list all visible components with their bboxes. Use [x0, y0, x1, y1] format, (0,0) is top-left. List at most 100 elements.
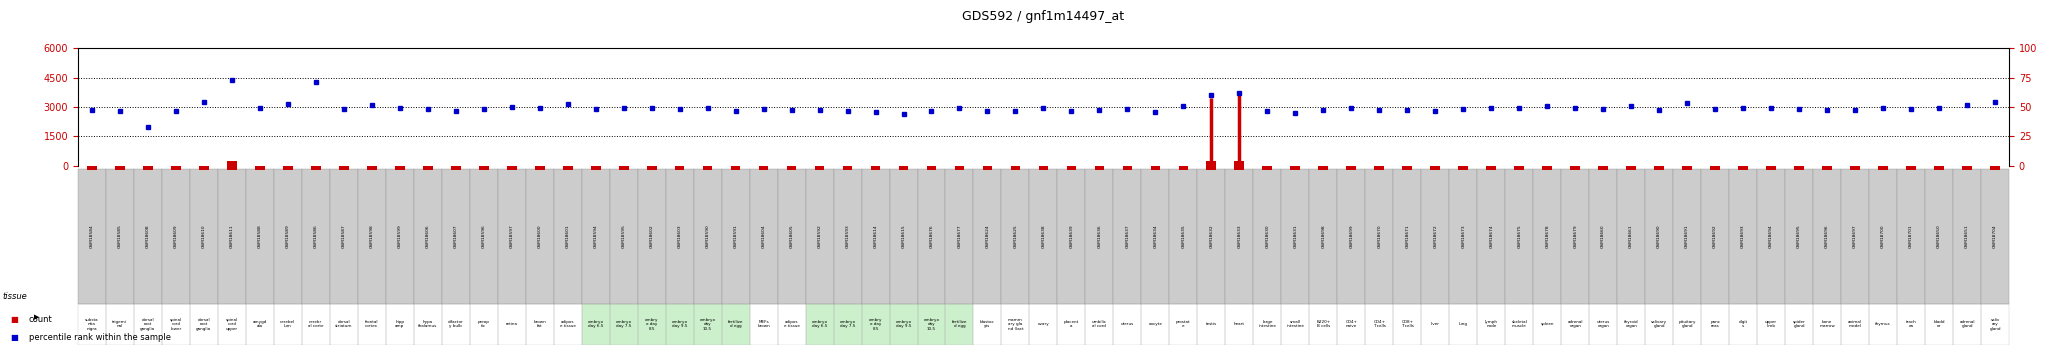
Text: CD4+
naive: CD4+ naive	[1346, 320, 1358, 328]
Text: GSM18676: GSM18676	[930, 225, 934, 248]
Text: GSM18639: GSM18639	[1069, 225, 1073, 248]
Text: GSM18632: GSM18632	[1210, 225, 1212, 248]
Text: GSM18660: GSM18660	[1602, 225, 1606, 248]
Text: embryo
day 9.5: embryo day 9.5	[672, 320, 688, 328]
Text: GSM18625: GSM18625	[1014, 225, 1018, 248]
Text: GSM18673: GSM18673	[1462, 225, 1464, 248]
Text: GSM18591: GSM18591	[733, 225, 737, 248]
Text: GSM18692: GSM18692	[1714, 225, 1716, 248]
Text: GSM18614: GSM18614	[874, 225, 877, 248]
Text: GSM18597: GSM18597	[510, 225, 514, 248]
Text: GSM18634: GSM18634	[1153, 225, 1157, 248]
Text: GSM18595: GSM18595	[623, 224, 625, 248]
Text: GSM18695: GSM18695	[1798, 225, 1800, 248]
Text: umbilic
al cord: umbilic al cord	[1092, 320, 1106, 328]
Text: pituitary
gland: pituitary gland	[1679, 320, 1696, 328]
Text: hipp
amp: hipp amp	[395, 320, 403, 328]
Text: uterus
organ: uterus organ	[1597, 320, 1610, 328]
Text: GSM18611: GSM18611	[229, 225, 233, 248]
Text: GSM18599: GSM18599	[397, 225, 401, 248]
Text: hypo
thalamus: hypo thalamus	[418, 320, 438, 328]
Text: tissue: tissue	[2, 292, 27, 301]
Text: GSM18698: GSM18698	[1321, 225, 1325, 248]
Text: ■: ■	[10, 315, 18, 324]
Text: ■: ■	[10, 333, 18, 342]
Text: dorsal
root
ganglia: dorsal root ganglia	[139, 318, 156, 331]
Text: count: count	[29, 315, 53, 324]
Text: thyroid
organ: thyroid organ	[1624, 320, 1638, 328]
Text: panc
reas: panc reas	[1710, 320, 1720, 328]
Text: mamm
ary gla
nd (lact: mamm ary gla nd (lact	[1008, 318, 1024, 331]
Text: ovary: ovary	[1038, 322, 1049, 326]
Text: CD4+
T cells: CD4+ T cells	[1372, 320, 1386, 328]
Text: GSM18675: GSM18675	[1518, 225, 1522, 248]
Text: GSM18602: GSM18602	[649, 225, 653, 248]
Text: GSM18704: GSM18704	[1993, 225, 1997, 248]
Text: uterus: uterus	[1120, 322, 1135, 326]
Text: trigemi
nal: trigemi nal	[113, 320, 127, 328]
Text: MEFs
brown: MEFs brown	[758, 320, 770, 328]
Text: GSM18691: GSM18691	[1686, 225, 1690, 248]
Text: GSM18700: GSM18700	[1882, 225, 1884, 248]
Text: embryo
day 6.5: embryo day 6.5	[811, 320, 827, 328]
Text: cerebel
lum: cerebel lum	[281, 320, 295, 328]
Text: prostat
e: prostat e	[1176, 320, 1190, 328]
Text: testis: testis	[1206, 322, 1217, 326]
Text: adrenal
organ: adrenal organ	[1567, 320, 1583, 328]
Text: adipos
e tissue: adipos e tissue	[559, 320, 575, 328]
Text: GSM18589: GSM18589	[287, 225, 289, 248]
Text: GSM18600: GSM18600	[539, 225, 541, 248]
Text: GSM18674: GSM18674	[1489, 225, 1493, 248]
Text: trach
ea: trach ea	[1907, 320, 1917, 328]
Text: GSM18635: GSM18635	[1182, 225, 1186, 248]
Text: embryo
day 7.5: embryo day 7.5	[840, 320, 856, 328]
Text: GSM18615: GSM18615	[901, 225, 905, 248]
Text: bladd
er: bladd er	[1933, 320, 1946, 328]
Text: skeletal
muscle: skeletal muscle	[1511, 320, 1528, 328]
Text: spinal
cord
lower: spinal cord lower	[170, 318, 182, 331]
Text: liver: liver	[1432, 322, 1440, 326]
Text: GSM18601: GSM18601	[565, 225, 569, 248]
Text: embryo
day 6.5: embryo day 6.5	[588, 320, 604, 328]
Text: embry
o day
8.5: embry o day 8.5	[645, 318, 657, 331]
Text: GSM18593: GSM18593	[846, 225, 850, 248]
Text: GSM18631: GSM18631	[1294, 225, 1296, 248]
Text: GSM18592: GSM18592	[817, 225, 821, 248]
Text: GSM18696: GSM18696	[1825, 225, 1829, 248]
Text: GSM18701: GSM18701	[1909, 225, 1913, 248]
Text: GSM18677: GSM18677	[958, 225, 961, 248]
Text: lung: lung	[1458, 322, 1468, 326]
Text: percentile rank within the sample: percentile rank within the sample	[29, 333, 170, 342]
Text: digit
s: digit s	[1739, 320, 1747, 328]
Text: GSM18672: GSM18672	[1434, 225, 1438, 248]
Text: embryo
day 7.5: embryo day 7.5	[616, 320, 631, 328]
Text: oocyte: oocyte	[1149, 322, 1163, 326]
Text: frontal
cortex: frontal cortex	[365, 320, 379, 328]
Text: GSM18609: GSM18609	[174, 225, 178, 248]
Text: amygd
ala: amygd ala	[252, 320, 266, 328]
Text: GSM18585: GSM18585	[119, 224, 121, 248]
Text: spleen: spleen	[1540, 322, 1554, 326]
Text: GSM18604: GSM18604	[762, 225, 766, 248]
Text: GSM18670: GSM18670	[1378, 225, 1380, 248]
Text: GSM18590: GSM18590	[707, 225, 709, 248]
Text: GSM18607: GSM18607	[455, 225, 457, 248]
Text: GSM18594: GSM18594	[594, 225, 598, 248]
Text: embryo
day
10.5: embryo day 10.5	[924, 318, 940, 331]
Text: embryo
day
10.5: embryo day 10.5	[700, 318, 715, 331]
Text: bone
marrow: bone marrow	[1819, 320, 1835, 328]
Text: GSM18586: GSM18586	[313, 225, 317, 248]
Text: GSM18596: GSM18596	[481, 225, 485, 248]
Text: GSM18587: GSM18587	[342, 225, 346, 248]
Text: GSM18588: GSM18588	[258, 225, 262, 248]
Text: GSM18605: GSM18605	[791, 225, 793, 248]
Text: GSM18699: GSM18699	[1350, 225, 1354, 248]
Text: retina: retina	[506, 322, 518, 326]
Text: fertilize
d egg: fertilize d egg	[952, 320, 967, 328]
Text: GSM18636: GSM18636	[1098, 225, 1102, 248]
Text: olfactor
y bulb: olfactor y bulb	[449, 320, 463, 328]
Text: GSM18638: GSM18638	[1042, 225, 1044, 248]
Text: GSM18650: GSM18650	[1937, 225, 1942, 248]
Text: GSM18651: GSM18651	[1966, 225, 1968, 248]
Text: upper
limb: upper limb	[1765, 320, 1778, 328]
